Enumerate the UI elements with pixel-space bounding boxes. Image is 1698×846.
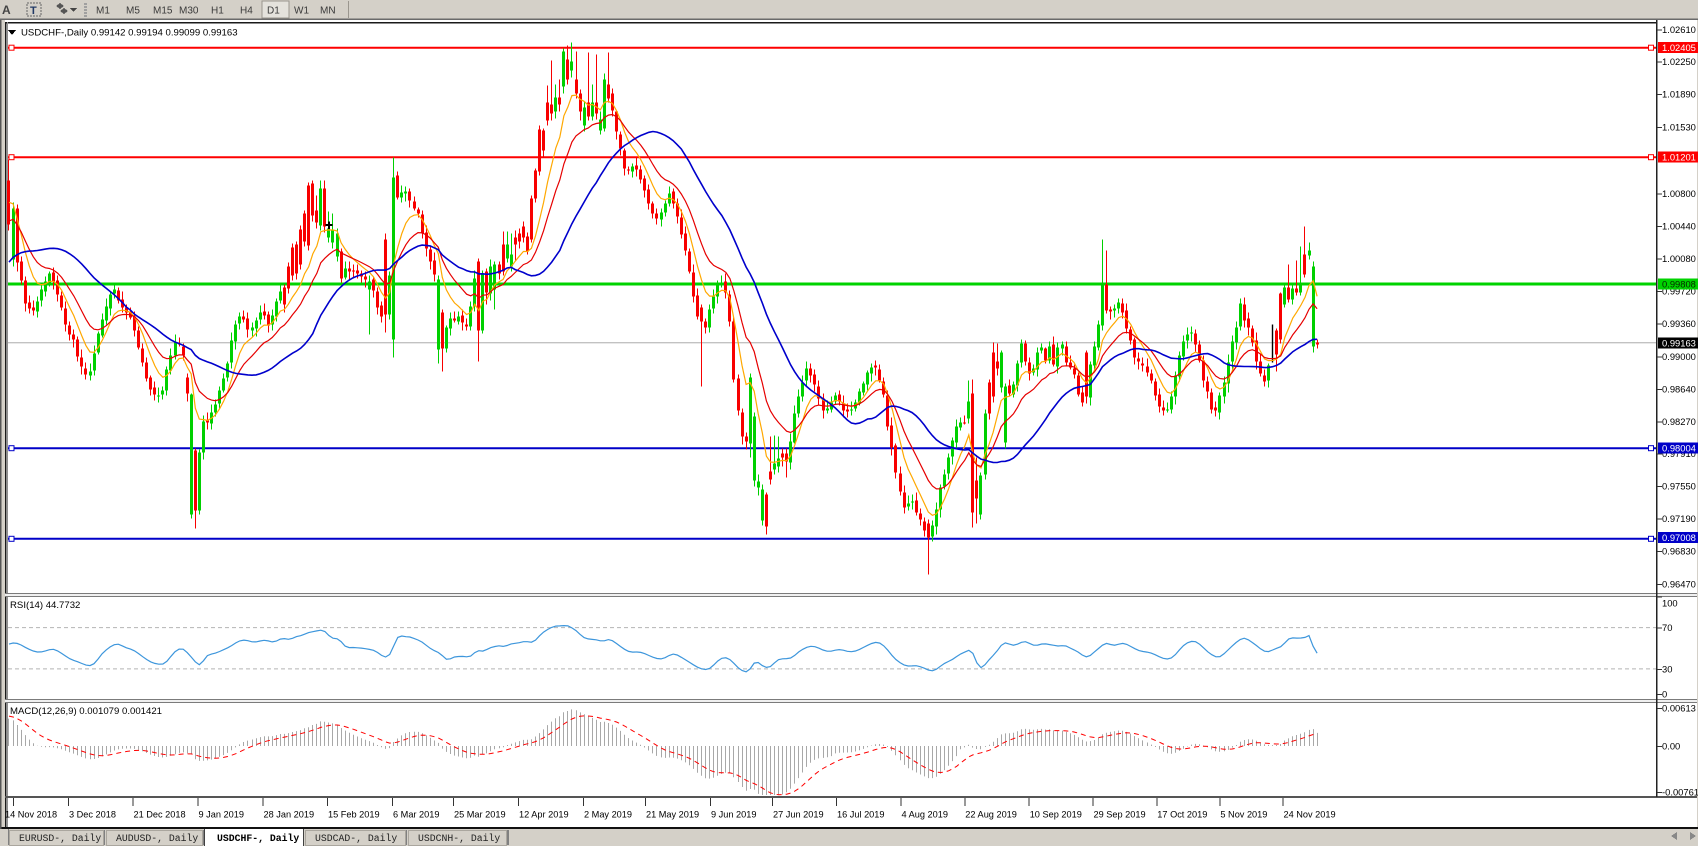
svg-text:1.02405: 1.02405 (1662, 42, 1696, 53)
svg-text:M1: M1 (96, 6, 110, 17)
svg-text:0.99720: 0.99720 (1662, 286, 1696, 297)
svg-text:T: T (30, 5, 37, 17)
svg-text:27 Jun 2019: 27 Jun 2019 (773, 810, 824, 820)
svg-text:0.97190: 0.97190 (1662, 513, 1696, 524)
svg-text:15 Feb 2019: 15 Feb 2019 (328, 810, 380, 820)
svg-text:24 Nov 2019: 24 Nov 2019 (1284, 810, 1336, 820)
svg-text:1.00080: 1.00080 (1662, 253, 1696, 264)
svg-text:0.97008: 0.97008 (1662, 532, 1696, 543)
svg-text:21 May 2019: 21 May 2019 (646, 810, 699, 820)
svg-text:0.00613: 0.00613 (1662, 703, 1696, 714)
svg-text:29 Sep 2019: 29 Sep 2019 (1094, 810, 1146, 820)
svg-text:12 Apr 2019: 12 Apr 2019 (519, 810, 569, 820)
svg-text:0.99000: 0.99000 (1662, 351, 1696, 362)
svg-text:4 Aug 2019: 4 Aug 2019 (902, 810, 949, 820)
svg-text:USDCHF-,Daily 0.99142 0.99194: USDCHF-,Daily 0.99142 0.99194 0.99099 0.… (21, 28, 238, 39)
svg-text:USDCNH-, Daily: USDCNH-, Daily (418, 833, 500, 844)
svg-text:MACD(12,26,9) 0.001079 0.00142: MACD(12,26,9) 0.001079 0.001421 (10, 706, 162, 717)
svg-text:1.01890: 1.01890 (1662, 89, 1696, 100)
svg-text:USDCHF-, Daily: USDCHF-, Daily (217, 833, 299, 844)
svg-text:25 Mar 2019: 25 Mar 2019 (454, 810, 506, 820)
svg-text:9 Jan 2019: 9 Jan 2019 (199, 810, 244, 820)
svg-text:1.02250: 1.02250 (1662, 56, 1696, 67)
svg-text:1.02610: 1.02610 (1662, 24, 1696, 35)
svg-text:30: 30 (1662, 663, 1672, 674)
svg-text:10 Sep 2019: 10 Sep 2019 (1030, 810, 1082, 820)
svg-text:1.01201: 1.01201 (1662, 151, 1696, 162)
svg-text:M15: M15 (153, 6, 173, 17)
svg-text:0.96830: 0.96830 (1662, 546, 1696, 557)
svg-text:H1: H1 (211, 6, 224, 17)
svg-text:0.99808: 0.99808 (1662, 279, 1696, 290)
svg-text:0.00: 0.00 (1662, 741, 1680, 752)
svg-text:0.96470: 0.96470 (1662, 579, 1696, 590)
svg-text:RSI(14) 44.7732: RSI(14) 44.7732 (10, 600, 80, 611)
svg-text:100: 100 (1662, 598, 1678, 609)
svg-text:14 Nov 2018: 14 Nov 2018 (5, 810, 57, 820)
svg-text:1.00440: 1.00440 (1662, 221, 1696, 232)
svg-text:1.00800: 1.00800 (1662, 188, 1696, 199)
svg-text:H4: H4 (240, 6, 253, 17)
svg-text:-0.00761: -0.00761 (1662, 787, 1698, 798)
svg-text:2 May 2019: 2 May 2019 (584, 810, 632, 820)
svg-text:0: 0 (1662, 689, 1667, 700)
svg-text:EURUSD-, Daily: EURUSD-, Daily (19, 833, 101, 844)
svg-text:W1: W1 (294, 6, 309, 17)
svg-text:17 Oct 2019: 17 Oct 2019 (1157, 810, 1207, 820)
svg-text:5 Nov 2019: 5 Nov 2019 (1220, 810, 1267, 820)
svg-text:0.98640: 0.98640 (1662, 384, 1696, 395)
svg-text:MN: MN (320, 6, 336, 17)
svg-text:21 Dec 2018: 21 Dec 2018 (134, 810, 186, 820)
svg-text:22 Aug 2019: 22 Aug 2019 (965, 810, 1017, 820)
svg-text:0.97550: 0.97550 (1662, 481, 1696, 492)
svg-text:1.01530: 1.01530 (1662, 122, 1696, 133)
svg-text:0.99163: 0.99163 (1662, 338, 1696, 349)
svg-text:6 Mar 2019: 6 Mar 2019 (393, 810, 439, 820)
svg-text:16 Jul 2019: 16 Jul 2019 (837, 810, 885, 820)
svg-text:A: A (2, 3, 11, 17)
svg-text:M30: M30 (179, 6, 199, 17)
svg-text:0.98270: 0.98270 (1662, 416, 1696, 427)
svg-text:D1: D1 (267, 6, 280, 17)
svg-text:9 Jun 2019: 9 Jun 2019 (711, 810, 756, 820)
svg-text:0.98004: 0.98004 (1662, 443, 1696, 454)
svg-text:USDCAD-, Daily: USDCAD-, Daily (315, 833, 397, 844)
svg-text:0.99360: 0.99360 (1662, 318, 1696, 329)
svg-text:28 Jan 2019: 28 Jan 2019 (264, 810, 315, 820)
svg-text:AUDUSD-, Daily: AUDUSD-, Daily (116, 833, 198, 844)
svg-text:70: 70 (1662, 622, 1672, 633)
svg-text:3 Dec 2018: 3 Dec 2018 (69, 810, 116, 820)
svg-text:M5: M5 (126, 6, 140, 17)
